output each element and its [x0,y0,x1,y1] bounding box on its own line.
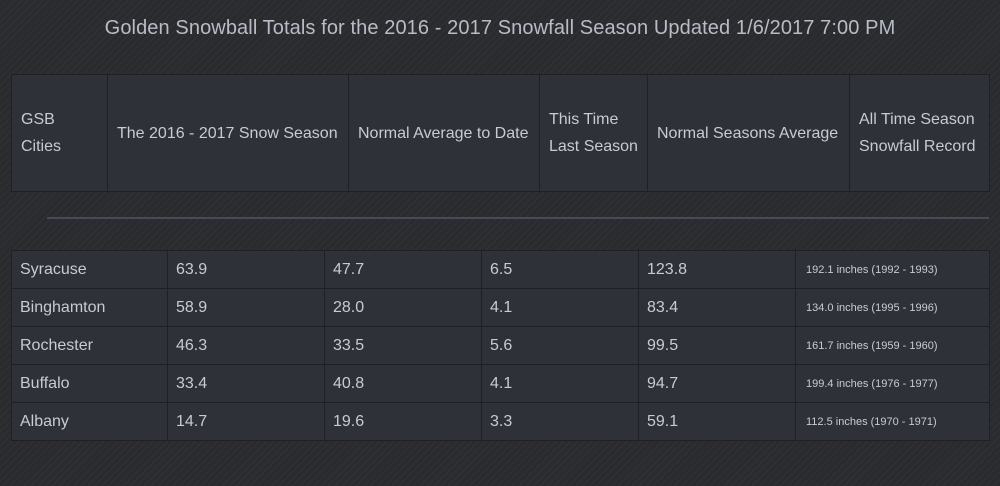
normal-season-average-cell: 123.8 [638,250,796,289]
page-title: Golden Snowball Totals for the 2016 - 20… [104,17,896,39]
last-season-cell: 6.5 [481,250,639,289]
header-row: GSB Cities The 2016 - 2017 Snow Season N… [11,74,990,192]
normal-season-average-cell: 59.1 [638,402,796,441]
city-cell: Buffalo [11,364,168,403]
header-table: GSB Cities The 2016 - 2017 Snow Season N… [11,74,990,192]
city-cell: Albany [11,402,168,441]
last-season-cell: 4.1 [481,288,639,327]
table-row: Albany 14.7 19.6 3.3 59.1 112.5 inches (… [11,402,990,441]
section-divider [47,217,989,219]
table-row: Syracuse 63.9 47.7 6.5 123.8 192.1 inche… [11,250,990,289]
last-season-cell: 5.6 [481,326,639,365]
city-cell: Syracuse [11,250,168,289]
all-time-record-cell: 134.0 inches (1995 - 1996) [795,288,990,327]
season-total-cell: 33.4 [167,364,325,403]
column-header-normal-season-average: Normal Seasons Average [647,74,850,192]
normal-season-average-cell: 83.4 [638,288,796,327]
normal-to-date-cell: 33.5 [324,326,482,365]
all-time-record-cell: 161.7 inches (1959 - 1960) [795,326,990,365]
season-total-cell: 46.3 [167,326,325,365]
city-cell: Binghamton [11,288,168,327]
all-time-record-cell: 192.1 inches (1992 - 1993) [795,250,990,289]
snowfall-table: Syracuse 63.9 47.7 6.5 123.8 192.1 inche… [11,250,990,441]
normal-to-date-cell: 40.8 [324,364,482,403]
normal-season-average-cell: 99.5 [638,326,796,365]
normal-to-date-cell: 19.6 [324,402,482,441]
season-total-cell: 14.7 [167,402,325,441]
last-season-cell: 4.1 [481,364,639,403]
normal-to-date-cell: 28.0 [324,288,482,327]
table-row: Binghamton 58.9 28.0 4.1 83.4 134.0 inch… [11,288,990,327]
column-header-all-time-record: All Time Season Snowfall Record [849,74,990,192]
column-header-last-season: This Time Last Season [539,74,648,192]
city-cell: Rochester [11,326,168,365]
normal-to-date-cell: 47.7 [324,250,482,289]
season-total-cell: 58.9 [167,288,325,327]
table-row: Buffalo 33.4 40.8 4.1 94.7 199.4 inches … [11,364,990,403]
all-time-record-cell: 199.4 inches (1976 - 1977) [795,364,990,403]
normal-season-average-cell: 94.7 [638,364,796,403]
column-header-season-total: The 2016 - 2017 Snow Season [107,74,349,192]
all-time-record-cell: 112.5 inches (1970 - 1971) [795,402,990,441]
column-header-city: GSB Cities [11,74,108,192]
last-season-cell: 3.3 [481,402,639,441]
column-header-normal-to-date: Normal Average to Date [348,74,540,192]
table-row: Rochester 46.3 33.5 5.6 99.5 161.7 inche… [11,326,990,365]
season-total-cell: 63.9 [167,250,325,289]
